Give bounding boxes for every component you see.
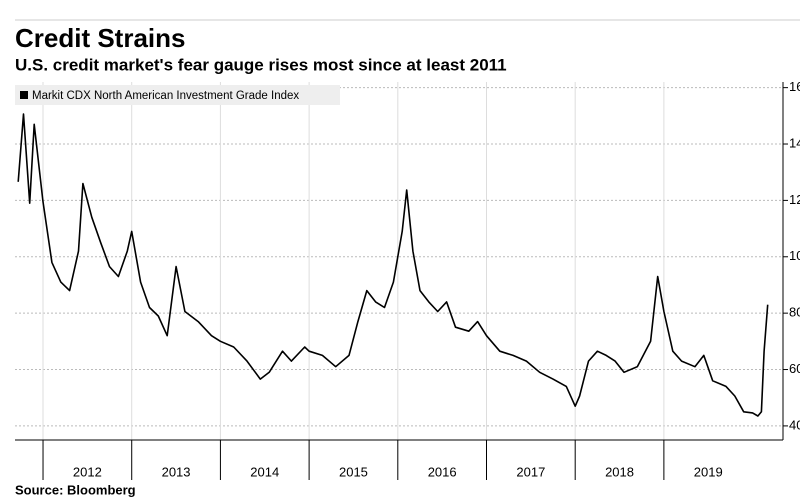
x-tick-label: 2018: [605, 464, 634, 479]
x-tick-label: 2019: [694, 464, 723, 479]
series-line: [17, 113, 769, 417]
y-tick-label: 80: [789, 305, 800, 320]
y-tick-label: 40: [789, 417, 800, 432]
legend-swatch: [20, 91, 28, 99]
y-tick-label: 140: [789, 135, 800, 150]
x-tick-label: 2017: [516, 464, 545, 479]
chart-subtitle: U.S. credit market's fear gauge rises mo…: [15, 55, 507, 74]
grid: [15, 82, 783, 440]
x-tick-label: 2013: [162, 464, 191, 479]
x-tick-label: 2016: [428, 464, 457, 479]
y-tick-label: 60: [789, 361, 800, 376]
legend-box: [15, 85, 340, 105]
y-tick-label: 120: [789, 192, 800, 207]
x-tick-label: 2014: [250, 464, 279, 479]
chart-title: Credit Strains: [15, 23, 186, 53]
y-tick-label: 160: [789, 79, 800, 94]
y-tick-label: 100: [789, 248, 800, 263]
source: Source: Bloomberg: [15, 482, 136, 497]
x-tick-label: 2012: [73, 464, 102, 479]
legend-label: Markit CDX North American Investment Gra…: [32, 90, 299, 102]
x-tick-label: 2015: [339, 464, 368, 479]
